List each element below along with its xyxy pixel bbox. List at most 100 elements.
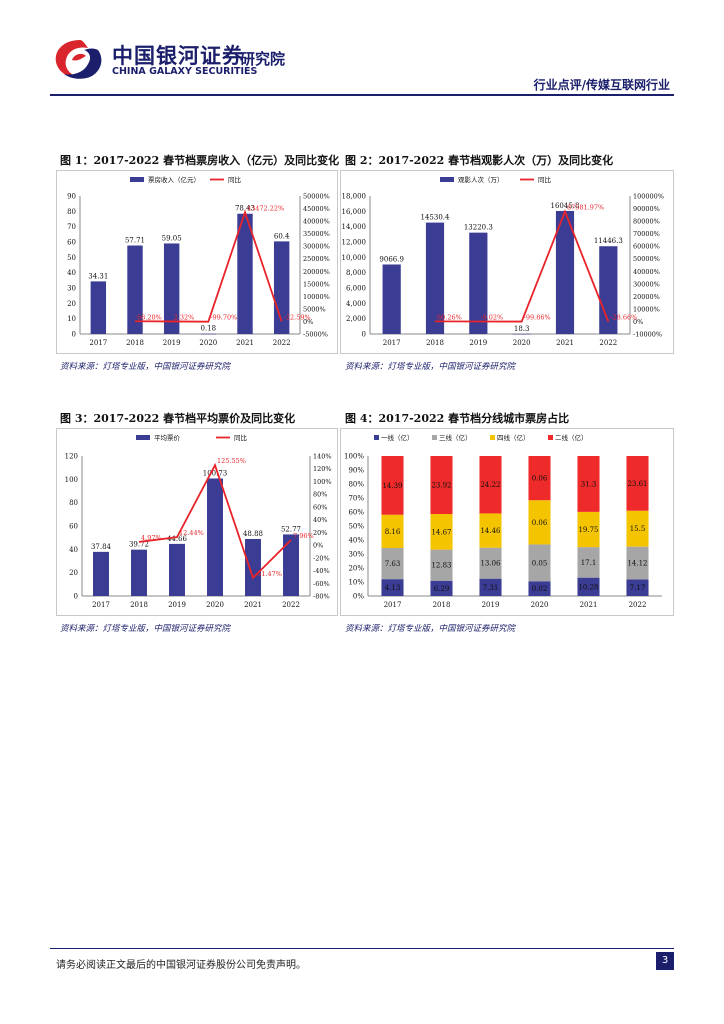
y2-tick-label: 60000% (633, 243, 660, 251)
legend-label: 四线（亿） (497, 433, 530, 442)
yoy-value-label: -99.70% (210, 314, 237, 322)
y2-tick-label: 30000% (303, 243, 330, 251)
segment-value-label: 23.92 (431, 482, 451, 490)
y-tick-label: 40 (69, 546, 78, 554)
stacked-bar-segment (479, 547, 502, 579)
y-tick-label: 0 (72, 331, 76, 339)
bar-value-label: 0.18 (201, 325, 217, 333)
stacked-bar-segment (577, 547, 600, 578)
stacked-bar-segment (528, 544, 551, 582)
yoy-value-label: -28.66% (610, 313, 637, 321)
y-tick-label: 0% (353, 593, 364, 601)
y2-tick-label: 120% (313, 465, 332, 473)
x-tick-label: 2018 (126, 339, 144, 347)
yoy-line (134, 209, 283, 323)
y-tick-label: 10 (67, 315, 76, 323)
y2-tick-label: 20000% (303, 268, 330, 276)
y2-tick-label: 50000% (303, 193, 330, 201)
x-tick-label: 2018 (426, 339, 444, 347)
bar (90, 281, 107, 334)
bar (200, 333, 217, 335)
chart-frame (340, 170, 674, 354)
segment-value-label: 0.06 (532, 475, 548, 483)
y2-tick-label: 80% (313, 491, 327, 499)
y2-tick-label: 20000% (633, 293, 660, 301)
y-tick-label: 60 (67, 239, 76, 247)
y-tick-label: 12,000 (342, 239, 367, 247)
y-tick-label: 70% (348, 495, 364, 503)
legend-swatch (374, 435, 379, 440)
segment-value-label: 13.06 (480, 560, 501, 568)
y-tick-label: 10% (348, 579, 364, 587)
y2-tick-label: 0% (313, 542, 323, 550)
y-tick-label: 30% (348, 551, 364, 559)
section-title: 行业点评/传媒互联网行业 (533, 78, 670, 92)
y2-tick-label: -40% (313, 567, 330, 575)
y-tick-label: 80 (67, 208, 76, 216)
x-tick-label: 2021 (580, 601, 598, 609)
y-tick-label: 90% (348, 467, 364, 475)
legend-label: 一线（亿） (381, 433, 414, 442)
segment-value-label: 0.05 (532, 559, 548, 567)
y2-tick-label: -20% (313, 554, 330, 562)
y-tick-label: 40% (348, 537, 364, 545)
stacked-bar-segment (479, 513, 502, 548)
y2-tick-label: 140% (313, 453, 332, 461)
y-tick-label: 2,000 (346, 315, 366, 323)
yoy-value-label: 68.20% (137, 313, 162, 321)
bar (512, 333, 531, 335)
y-tick-label: 120 (65, 453, 78, 461)
yoy-value-label: -99.86% (524, 314, 551, 322)
yoy-value-label: 4.97% (141, 534, 162, 542)
stacked-bar-segment (381, 514, 404, 549)
y2-tick-label: 0% (303, 318, 313, 326)
bar-value-label: 100.73 (203, 469, 228, 477)
segment-value-label: 14.46 (480, 527, 501, 535)
y-tick-label: 60% (348, 509, 364, 517)
stacked-bar-segment (626, 579, 649, 596)
y2-tick-label: 35000% (303, 230, 330, 238)
figure-1-chart: 0 10 20 30 40 50 60 70 80 90 -5000% 0% 5000% 10000% 15… (56, 170, 338, 354)
disclaimer-text: 请务必阅读正文最后的中国银河证券股份公司免责声明。 (56, 960, 306, 971)
bar (425, 222, 445, 334)
stacked-bar-segment (479, 578, 502, 596)
bar-value-label: 48.88 (243, 530, 263, 538)
bar-value-label: 34.31 (88, 272, 108, 280)
bar-value-label: 14530.4 (421, 214, 450, 222)
y2-tick-label: 45000% (303, 205, 330, 213)
bar-value-label: 9066.9 (379, 255, 404, 263)
bar (207, 478, 223, 596)
bar (163, 243, 180, 334)
stacked-bar-segment (626, 510, 649, 547)
bar-value-label: 16045.8 (551, 202, 580, 210)
segment-value-label: 24.22 (480, 481, 500, 489)
y-tick-label: 80 (69, 499, 78, 507)
y2-tick-label: 5000% (303, 305, 326, 313)
x-tick-label: 2019 (482, 601, 500, 609)
chart-frame (56, 170, 338, 354)
y-tick-label: 10,000 (342, 254, 367, 262)
figure-2-source: 资料来源：灯塔专业版，中国银河证券研究院 (345, 362, 516, 372)
galaxy-logo-icon (55, 40, 102, 79)
y2-tick-label: -80% (313, 593, 330, 601)
stacked-bar-segment (430, 549, 453, 581)
stacked-bar-segment (430, 514, 453, 550)
segment-value-label: 14.39 (382, 482, 402, 490)
stacked-bar-segment (626, 546, 649, 580)
bar (127, 245, 143, 334)
y2-tick-label: 100% (313, 478, 332, 486)
segment-value-label: 0.02 (532, 585, 548, 593)
y2-tick-label: -5000% (303, 331, 328, 339)
legend-swatch (432, 435, 437, 440)
bar-value-label: 59.05 (162, 234, 182, 242)
legend-label: 同比 (228, 175, 242, 184)
chart-frame (56, 428, 338, 616)
bar-value-label: 44.66 (167, 535, 188, 543)
bar (283, 534, 299, 596)
y2-tick-label: 10000% (303, 293, 330, 301)
segment-value-label: 14.12 (627, 560, 647, 568)
segment-value-label: 7.31 (483, 584, 499, 592)
yoy-value-label: -9.02% (480, 313, 503, 321)
y-tick-label: 30 (67, 285, 76, 293)
stacked-bar-segment (577, 456, 600, 512)
